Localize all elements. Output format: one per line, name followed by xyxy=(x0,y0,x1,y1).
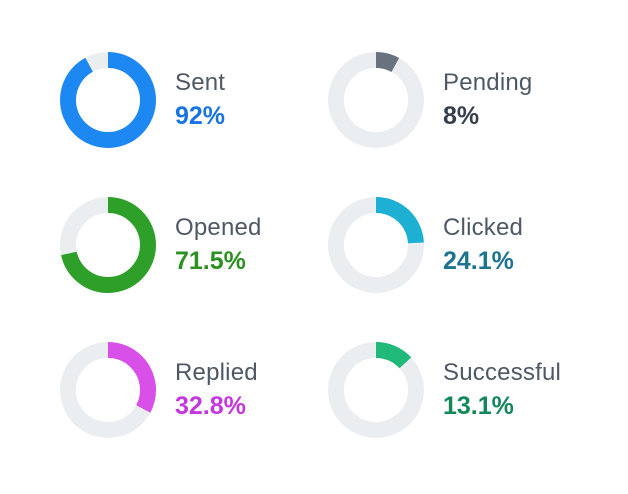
stat-label: Pending xyxy=(443,69,533,96)
donut-chart-svg xyxy=(328,197,424,293)
stat-item-sent: Sent 92% xyxy=(60,52,328,148)
donut-chart-svg xyxy=(328,342,424,438)
stat-label: Opened xyxy=(175,214,262,241)
stat-label: Successful xyxy=(443,359,562,386)
stat-value: 24.1% xyxy=(443,247,514,275)
donut-chart-clicked xyxy=(328,197,424,293)
stat-value: 92% xyxy=(175,102,226,130)
donut-chart-svg xyxy=(60,197,156,293)
donut-chart-svg xyxy=(328,52,424,148)
donut-value-arc xyxy=(328,52,424,148)
stat-label: Clicked xyxy=(443,214,524,241)
donut-chart-successful xyxy=(328,342,424,438)
donut-chart-replied xyxy=(60,342,156,438)
stat-text-block: Sent 92% xyxy=(175,68,225,132)
donut-value-arc xyxy=(328,342,424,438)
donut-value-arc xyxy=(60,52,156,148)
stat-text-block: Successful 13.1% xyxy=(443,358,561,422)
stat-value: 32.8% xyxy=(175,392,246,420)
donut-value-arc xyxy=(328,197,424,293)
stat-label: Sent xyxy=(175,69,226,96)
stat-text-block: Clicked 24.1% xyxy=(443,213,523,277)
donut-track-ring xyxy=(328,52,424,148)
stat-item-replied: Replied 32.8% xyxy=(60,342,328,438)
stat-item-opened: Opened 71.5% xyxy=(60,197,328,293)
donut-chart-pending xyxy=(328,52,424,148)
stat-text-block: Pending 8% xyxy=(443,68,532,132)
stat-text-block: Opened 71.5% xyxy=(175,213,262,277)
donut-stats-grid: Sent 92% Pending 8% Opened 71.5% xyxy=(60,52,596,487)
stat-item-clicked: Clicked 24.1% xyxy=(328,197,596,293)
donut-chart-opened xyxy=(60,197,156,293)
donut-chart-svg xyxy=(60,52,156,148)
donut-value-arc xyxy=(60,197,156,293)
stat-value: 71.5% xyxy=(175,247,246,275)
stat-item-successful: Successful 13.1% xyxy=(328,342,596,438)
stat-label: Replied xyxy=(175,359,258,386)
donut-chart-sent xyxy=(60,52,156,148)
donut-chart-svg xyxy=(60,342,156,438)
stat-text-block: Replied 32.8% xyxy=(175,358,258,422)
stat-value: 8% xyxy=(443,102,480,130)
donut-value-arc xyxy=(60,342,156,438)
stat-value: 13.1% xyxy=(443,392,514,420)
stat-item-pending: Pending 8% xyxy=(328,52,596,148)
